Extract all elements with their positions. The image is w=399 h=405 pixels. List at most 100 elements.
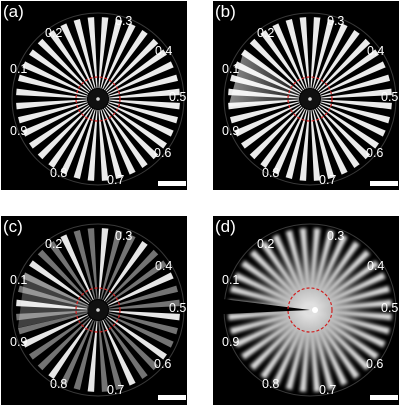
center-dot	[312, 307, 318, 313]
tick-label-0.9: 0.9	[10, 124, 28, 138]
star-spoke	[320, 88, 392, 99]
star-spoke	[105, 249, 159, 303]
star-spoke	[108, 299, 180, 310]
tick-label-0.4: 0.4	[367, 259, 385, 273]
star-spoke	[106, 260, 167, 305]
star-spoke	[249, 38, 303, 92]
star-spoke	[103, 318, 148, 379]
star-spoke	[299, 228, 310, 307]
star-spoke	[107, 314, 174, 348]
dashed-circle	[287, 76, 333, 122]
star-spoke	[73, 320, 96, 390]
star-spoke	[260, 241, 308, 307]
star-spoke	[60, 234, 94, 301]
star-spoke	[310, 313, 321, 392]
star-spoke	[16, 299, 88, 310]
tick-label-0.2: 0.2	[45, 26, 63, 40]
star-spoke	[108, 88, 180, 99]
star-spoke	[48, 30, 93, 91]
tick-label-0.7: 0.7	[107, 383, 125, 397]
star-spoke	[260, 30, 305, 91]
star-spoke	[73, 230, 96, 300]
tick-label-0.5: 0.5	[169, 90, 187, 104]
star-spoke	[100, 19, 123, 89]
star-spoke	[285, 19, 308, 89]
star-spoke	[310, 228, 321, 307]
star-spoke	[107, 61, 174, 95]
star-spoke	[106, 315, 167, 360]
star-spoke	[103, 107, 148, 168]
star-spoke	[312, 19, 335, 89]
tick-label-0.6: 0.6	[366, 357, 384, 371]
star-spoke	[313, 310, 392, 321]
star-spoke	[230, 285, 307, 310]
tick-label-0.9: 0.9	[10, 335, 28, 349]
siemens-star-a	[11, 12, 185, 186]
star-spoke	[100, 230, 123, 300]
star-spoke	[87, 109, 98, 181]
outer-ring	[11, 223, 185, 397]
tick-label-0.3: 0.3	[327, 14, 345, 28]
star-spoke	[313, 272, 386, 309]
tick-label-0.8: 0.8	[262, 166, 280, 180]
star-spoke	[18, 285, 88, 308]
star-spoke	[22, 61, 89, 95]
panel-b: (b) 0.1 0.2 0.3 0.4 0.5 0.6 0.7 0.8 0.9	[213, 1, 399, 190]
star-spoke	[29, 49, 90, 94]
tick-label-0.2: 0.2	[257, 237, 275, 251]
star-spoke	[299, 109, 310, 181]
star-spoke	[108, 310, 180, 321]
panel-label: (b)	[215, 2, 236, 21]
panel-d: (d) 0.1 0.2 0.3 0.4 0.5 0.6 0.7 0.8 0.9	[213, 216, 399, 405]
star-spoke	[87, 17, 98, 89]
star-spoke	[234, 272, 307, 309]
missing-wedge	[222, 298, 310, 315]
star-spoke	[107, 272, 174, 306]
star-spoke	[313, 311, 386, 348]
star-spoke	[100, 109, 123, 179]
star-spoke	[312, 249, 371, 308]
star-spoke	[87, 228, 98, 300]
tick-label-0.3: 0.3	[115, 229, 133, 243]
star-spoke	[285, 230, 310, 307]
star-spoke	[317, 38, 371, 92]
panel-label: (a)	[3, 2, 24, 21]
star-spoke	[98, 109, 109, 181]
star-spoke	[230, 101, 300, 124]
star-spoke	[106, 49, 167, 94]
star-spoke	[241, 312, 307, 360]
star-spoke	[319, 61, 386, 95]
star-spoke	[18, 74, 88, 97]
tick-label-0.5: 0.5	[381, 301, 399, 315]
star-spoke	[234, 103, 301, 137]
outer-ring	[11, 12, 185, 186]
star-spoke	[272, 313, 309, 386]
star-spoke	[313, 312, 379, 360]
star-spoke	[29, 315, 90, 360]
star-spoke	[311, 234, 348, 307]
tick-label-0.1: 0.1	[10, 273, 28, 287]
star-spoke	[48, 318, 93, 379]
star-spoke	[314, 108, 348, 175]
dashed-circle	[75, 287, 121, 333]
star-spoke	[98, 320, 109, 392]
star-spoke	[18, 312, 88, 335]
tick-label-0.8: 0.8	[50, 166, 68, 180]
star-spoke	[310, 109, 321, 181]
star-spoke	[314, 23, 348, 90]
smear-region	[17, 272, 90, 328]
star-spoke	[16, 310, 88, 321]
tick-label-0.5: 0.5	[381, 90, 399, 104]
star-spoke	[310, 230, 335, 307]
star-spoke	[312, 312, 371, 371]
panel-a: (a) 0.1 0.2 0.3 0.4 0.5 0.6 0.7 0.8 0.9	[1, 1, 187, 190]
star-spoke	[98, 17, 109, 89]
star-spoke	[317, 106, 371, 160]
star-spoke	[22, 103, 89, 137]
tick-label-0.7: 0.7	[319, 173, 337, 187]
star-spoke	[313, 299, 392, 310]
star-spoke	[108, 99, 180, 110]
star-spoke	[320, 99, 392, 110]
star-spoke	[108, 312, 178, 335]
dashed-circle	[287, 287, 333, 333]
